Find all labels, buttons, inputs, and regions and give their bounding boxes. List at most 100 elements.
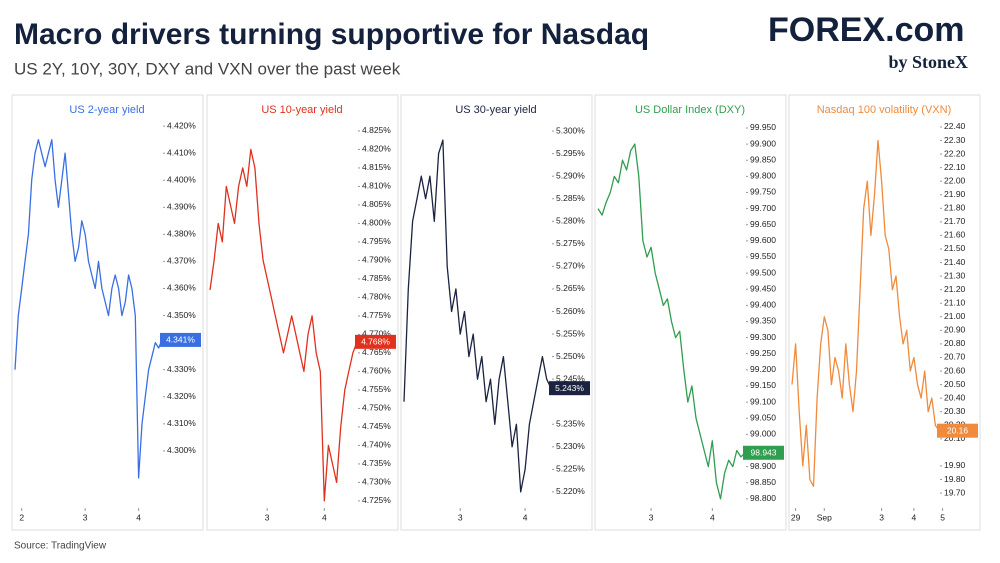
y-tick-label: 4.370% bbox=[167, 256, 196, 266]
y-tick-label: 99.300 bbox=[750, 332, 776, 342]
last-value-label: 98.943 bbox=[751, 448, 777, 458]
y-tick-label: 4.350% bbox=[167, 310, 196, 320]
y-tick-label: 4.725% bbox=[362, 495, 391, 505]
x-tick-label: 4 bbox=[912, 512, 917, 522]
y-tick-label: 4.775% bbox=[362, 310, 391, 320]
y-tick-label: 5.275% bbox=[556, 238, 585, 248]
page-title: Macro drivers turning supportive for Nas… bbox=[14, 18, 649, 51]
y-tick-label: 21.20 bbox=[944, 284, 966, 294]
y-tick-label: 99.450 bbox=[750, 283, 776, 293]
y-tick-label: 4.320% bbox=[167, 391, 196, 401]
panel-title: US 30-year yield bbox=[455, 104, 536, 116]
last-value-label: 4.768% bbox=[361, 337, 390, 347]
panel-title: US 2-year yield bbox=[69, 104, 144, 116]
y-tick-label: 5.255% bbox=[556, 328, 585, 338]
y-tick-label: 20.60 bbox=[944, 365, 966, 375]
y-tick-label: 4.780% bbox=[362, 292, 391, 302]
panel bbox=[788, 94, 981, 531]
y-tick-label: 99.350 bbox=[750, 316, 776, 326]
last-value-box bbox=[937, 423, 978, 438]
x-tick-label: 3 bbox=[458, 512, 463, 522]
y-tick-label: 21.60 bbox=[944, 230, 966, 240]
y-tick-label: 99.550 bbox=[750, 251, 776, 261]
y-tick-label: 99.050 bbox=[750, 412, 776, 422]
y-tick-label: 4.805% bbox=[362, 199, 391, 209]
y-tick-label: 20.50 bbox=[944, 379, 966, 389]
logo-sub: by StoneX bbox=[888, 52, 968, 72]
panel bbox=[594, 94, 787, 531]
y-tick-label: 4.735% bbox=[362, 458, 391, 468]
y-tick-label: 4.300% bbox=[167, 445, 196, 455]
y-tick-label: 21.00 bbox=[944, 311, 966, 321]
y-tick-label: 20.90 bbox=[944, 325, 966, 335]
last-value-box bbox=[160, 332, 201, 347]
y-tick-label: 21.50 bbox=[944, 243, 966, 253]
y-tick-label: 5.300% bbox=[556, 125, 585, 135]
y-tick-label: 22.00 bbox=[944, 175, 966, 185]
y-tick-label: 22.40 bbox=[944, 121, 966, 131]
y-tick-label: 19.70 bbox=[944, 487, 966, 497]
y-tick-label: 5.260% bbox=[556, 306, 585, 316]
y-tick-label: 99.700 bbox=[750, 203, 776, 213]
series-line bbox=[403, 139, 552, 493]
y-tick-label: 21.80 bbox=[944, 203, 966, 213]
y-tick-label: 22.30 bbox=[944, 135, 966, 145]
y-tick-label: 99.600 bbox=[750, 235, 776, 245]
y-tick-label: 5.235% bbox=[556, 419, 585, 429]
y-tick-label: 5.270% bbox=[556, 261, 585, 271]
y-tick-label: 4.795% bbox=[362, 236, 391, 246]
last-value-label: 5.243% bbox=[555, 383, 584, 393]
last-value-label: 4.341% bbox=[166, 335, 195, 345]
y-tick-label: 4.410% bbox=[167, 147, 196, 157]
last-value-box bbox=[549, 381, 590, 396]
y-tick-label: 4.360% bbox=[167, 283, 196, 293]
y-tick-label: 5.265% bbox=[556, 283, 585, 293]
y-tick-label: 4.310% bbox=[167, 418, 196, 428]
y-tick-label: 99.800 bbox=[750, 171, 776, 181]
y-tick-label: 5.285% bbox=[556, 193, 585, 203]
y-tick-label: 99.200 bbox=[750, 364, 776, 374]
y-tick-label: 5.280% bbox=[556, 216, 585, 226]
last-value-box bbox=[743, 445, 784, 460]
y-tick-label: 99.900 bbox=[750, 138, 776, 148]
x-tick-label: 4 bbox=[322, 512, 327, 522]
y-tick-label: 20.70 bbox=[944, 352, 966, 362]
y-tick-label: 4.770% bbox=[362, 329, 391, 339]
y-tick-label: 4.810% bbox=[362, 181, 391, 191]
x-tick-label: 3 bbox=[83, 512, 88, 522]
y-tick-label: 4.820% bbox=[362, 144, 391, 154]
y-tick-label: 4.815% bbox=[362, 162, 391, 172]
y-tick-label: 98.900 bbox=[750, 461, 776, 471]
panel bbox=[400, 94, 593, 531]
y-tick-label: 99.250 bbox=[750, 348, 776, 358]
series-line bbox=[597, 143, 746, 500]
y-tick-label: 99.650 bbox=[750, 219, 776, 229]
y-tick-label: 5.225% bbox=[556, 464, 585, 474]
panel bbox=[11, 94, 204, 531]
y-tick-label: 4.760% bbox=[362, 366, 391, 376]
y-tick-label: 20.80 bbox=[944, 338, 966, 348]
y-tick-label: 5.290% bbox=[556, 170, 585, 180]
y-tick-label: 5.295% bbox=[556, 148, 585, 158]
panel-title: US Dollar Index (DXY) bbox=[635, 104, 745, 116]
y-tick-label: 99.150 bbox=[750, 380, 776, 390]
y-tick-label: 22.10 bbox=[944, 162, 966, 172]
x-tick-label: 2 bbox=[19, 512, 24, 522]
series-line bbox=[209, 148, 358, 502]
panel bbox=[206, 94, 399, 531]
y-tick-label: 5.220% bbox=[556, 486, 585, 496]
y-tick-label: 98.800 bbox=[750, 493, 776, 503]
x-tick-label: 4 bbox=[523, 512, 528, 522]
y-tick-label: 4.765% bbox=[362, 347, 391, 357]
y-tick-label: 4.420% bbox=[167, 120, 196, 130]
x-tick-label: 5 bbox=[940, 512, 945, 522]
y-tick-label: 5.250% bbox=[556, 351, 585, 361]
source: Source: TradingView bbox=[14, 541, 107, 552]
y-tick-label: 20.10 bbox=[944, 433, 966, 443]
y-tick-label: 4.730% bbox=[362, 477, 391, 487]
y-tick-label: 21.70 bbox=[944, 216, 966, 226]
panel-title: Nasdaq 100 volatility (VXN) bbox=[817, 104, 952, 116]
y-tick-label: 20.30 bbox=[944, 406, 966, 416]
logo: FOREX.com bbox=[768, 11, 964, 49]
